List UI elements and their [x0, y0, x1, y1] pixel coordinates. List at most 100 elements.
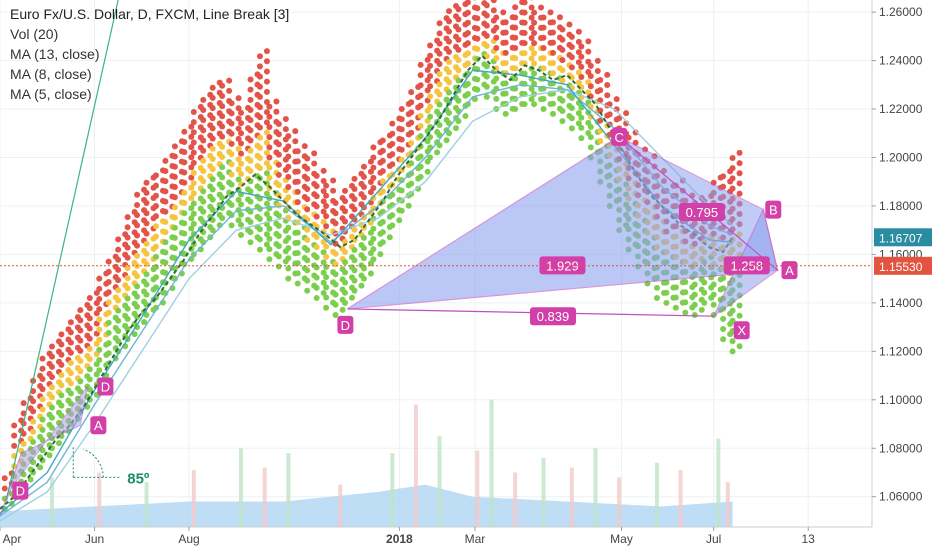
- pnf-dot: [502, 110, 509, 117]
- pnf-dot: [559, 36, 566, 43]
- dot-column: [266, 98, 280, 263]
- pnf-dot: [86, 376, 93, 383]
- pnf-dot: [493, 55, 500, 62]
- pnf-dot: [540, 65, 547, 72]
- pnf-dot: [247, 208, 254, 215]
- pnf-dot: [575, 49, 582, 56]
- pnf-dot: [436, 20, 443, 27]
- pnf-dot: [115, 256, 122, 263]
- pnf-dot: [549, 110, 556, 117]
- pnf-dot: [105, 340, 112, 347]
- indicator-ma-13[interactable]: MA (13, close): [10, 46, 100, 62]
- pnf-dot: [143, 200, 150, 207]
- pnf-dot: [188, 144, 195, 151]
- pnf-dot: [483, 63, 490, 70]
- x-tick-label: 13: [802, 532, 816, 546]
- pattern-point-a-text: A: [785, 263, 794, 278]
- indicator-volume[interactable]: Vol (20): [10, 26, 59, 42]
- pnf-dot: [549, 39, 556, 46]
- pnf-dot: [285, 255, 292, 262]
- pnf-dot: [247, 168, 254, 175]
- pnf-dot: [124, 264, 131, 271]
- pnf-dot: [294, 260, 301, 267]
- volume-bar: [49, 477, 54, 527]
- pnf-dot: [294, 239, 301, 246]
- pnf-dot: [181, 159, 188, 166]
- pnf-dot: [256, 246, 263, 253]
- pnf-dot: [502, 80, 509, 87]
- pnf-dot: [417, 61, 424, 68]
- pnf-dot: [351, 277, 358, 284]
- pnf-dot: [294, 199, 301, 206]
- pnf-dot: [729, 185, 736, 192]
- pnf-dot: [367, 270, 374, 277]
- pnf-dot: [263, 78, 270, 85]
- pnf-dot: [313, 274, 320, 281]
- pnf-dot: [67, 359, 74, 366]
- pnf-dot: [445, 18, 452, 25]
- pnf-dot: [663, 289, 670, 296]
- pnf-dot: [219, 82, 226, 89]
- pnf-dot: [294, 229, 301, 236]
- pnf-dot: [556, 14, 563, 21]
- pnf-dot: [294, 188, 301, 195]
- small-pattern-label-1-bg: [90, 416, 107, 435]
- pnf-dot: [682, 279, 689, 286]
- indicator-ma-8[interactable]: MA (8, close): [10, 66, 92, 82]
- pnf-dot: [235, 95, 242, 102]
- volume-bar: [97, 472, 102, 527]
- pnf-dot: [427, 83, 434, 90]
- pnf-dot: [597, 138, 604, 145]
- y-tick-label: 1.18000: [879, 199, 923, 213]
- pnf-dot: [720, 173, 727, 180]
- pnf-dot: [228, 120, 235, 127]
- pnf-dot: [124, 214, 131, 221]
- pnf-dot: [124, 285, 131, 292]
- pnf-dot: [238, 130, 245, 137]
- pnf-dot: [77, 327, 84, 334]
- pnf-dot: [587, 113, 594, 120]
- pnf-dot: [531, 50, 538, 57]
- pnf-dot: [736, 160, 743, 167]
- pnf-dot: [171, 143, 178, 150]
- pnf-dot: [285, 234, 292, 241]
- ratio-label-0: 1.929: [539, 256, 586, 275]
- pnf-dot: [143, 220, 150, 227]
- pnf-dot: [682, 289, 689, 296]
- pnf-dot: [549, 29, 556, 36]
- pnf-dot: [547, 9, 554, 16]
- pnf-dot: [273, 108, 280, 115]
- pnf-dot: [275, 182, 282, 189]
- pnf-dot: [549, 19, 556, 26]
- pnf-dot: [313, 172, 320, 179]
- pnf-dot: [578, 135, 585, 142]
- pnf-dot: [39, 426, 46, 433]
- pnf-dot: [320, 289, 327, 296]
- x-tick-label: Jul: [706, 532, 721, 546]
- pnf-dot: [427, 134, 434, 141]
- pnf-dot: [181, 138, 188, 145]
- indicator-ma-5[interactable]: MA (5, close): [10, 86, 92, 102]
- pattern-point-b: B: [765, 200, 782, 219]
- pnf-dot: [575, 110, 582, 117]
- y-tick-label: 1.24000: [879, 54, 923, 68]
- pnf-dot: [313, 183, 320, 190]
- pnf-dot: [342, 279, 349, 286]
- pnf-dot: [452, 125, 459, 132]
- pnf-dot: [436, 60, 443, 67]
- pnf-dot: [549, 100, 556, 107]
- pnf-dot: [313, 213, 320, 220]
- pnf-dot: [238, 170, 245, 177]
- pnf-dot: [219, 113, 226, 120]
- pnf-dot: [729, 317, 736, 324]
- pnf-dot: [521, 19, 528, 26]
- pnf-dot: [304, 287, 311, 294]
- pnf-dot: [162, 290, 169, 297]
- pnf-dot: [228, 140, 235, 147]
- y-tick-label: 1.08000: [879, 441, 923, 455]
- ratio-label-1-bg: [723, 256, 770, 275]
- pnf-dot: [427, 42, 434, 49]
- pnf-dot: [342, 198, 349, 205]
- pnf-dot: [256, 134, 263, 141]
